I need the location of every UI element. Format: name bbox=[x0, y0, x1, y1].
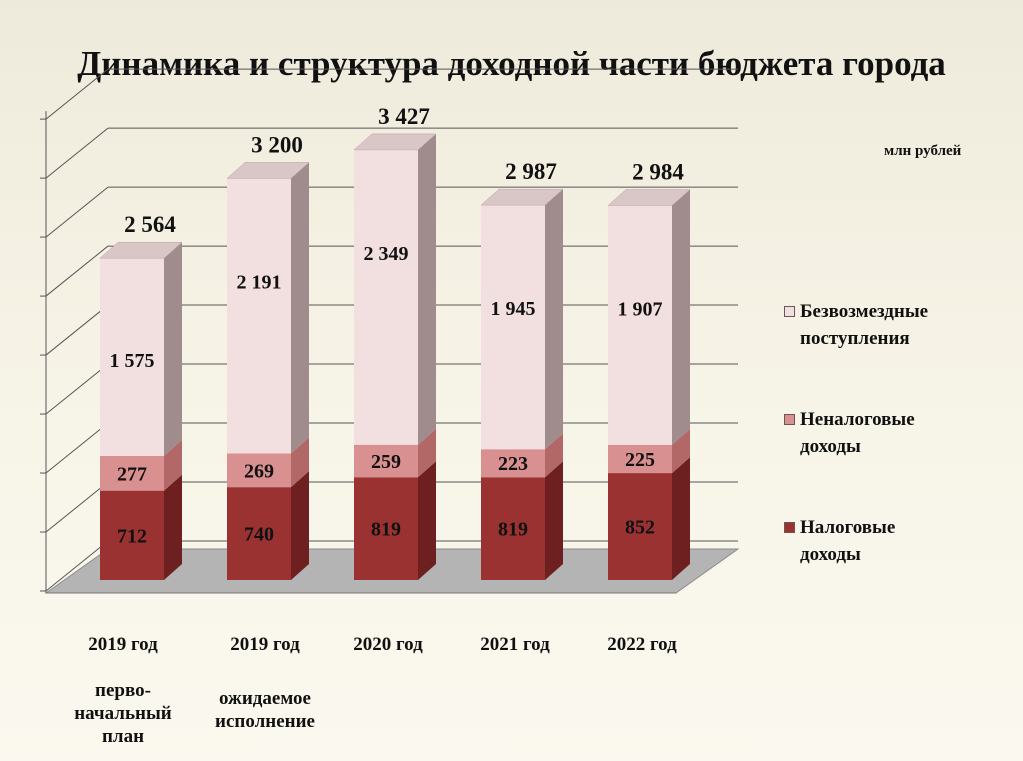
bar-segment-1-0 bbox=[100, 455, 164, 491]
bar-side-2-2 bbox=[418, 133, 436, 445]
data-label-1-4: 225 bbox=[625, 449, 655, 471]
bar-segment-2-2 bbox=[354, 149, 418, 445]
data-label-0-2: 819 bbox=[371, 519, 401, 541]
gridline-side bbox=[45, 540, 109, 592]
data-label-1-3: 223 bbox=[498, 453, 528, 475]
bar-side-1-4 bbox=[672, 428, 690, 474]
category-sub-0: перво- начальный план bbox=[74, 680, 172, 747]
total-label-2: 3 427 bbox=[378, 104, 430, 129]
category-label-0: 2019 год перво- начальный план bbox=[48, 610, 198, 748]
bar-side-0-3 bbox=[545, 461, 563, 580]
legend-label-transfers: Безвозмездные поступления bbox=[800, 301, 929, 349]
category-year-1: 2019 год bbox=[230, 634, 300, 655]
category-label-2: 2020 год bbox=[313, 610, 463, 656]
category-year-3: 2021 год bbox=[480, 634, 550, 655]
bar-segment-0-4 bbox=[608, 473, 672, 580]
bar-segment-0-1 bbox=[227, 487, 291, 580]
gridline-side bbox=[45, 127, 109, 179]
data-label-0-1: 740 bbox=[244, 524, 274, 546]
data-label-1-0: 277 bbox=[117, 463, 147, 485]
gridline-side bbox=[45, 422, 109, 474]
total-label-0: 2 564 bbox=[124, 212, 176, 237]
legend-swatch-nontax bbox=[784, 414, 795, 425]
bar-segment-1-2 bbox=[354, 444, 418, 478]
bar-segment-2-1 bbox=[227, 178, 291, 454]
bar-top-1 bbox=[226, 162, 310, 179]
data-label-2-4: 1 907 bbox=[618, 299, 663, 321]
bar-top-3 bbox=[480, 188, 564, 206]
gridline-side bbox=[45, 186, 109, 238]
gridline-side bbox=[45, 304, 109, 356]
bar-segment-1-1 bbox=[227, 453, 291, 488]
legend-swatch-tax bbox=[784, 522, 795, 533]
bar-top-2 bbox=[353, 133, 437, 151]
chart-title: Динамика и структура доходной части бюдж… bbox=[77, 44, 946, 83]
legend-item-transfers: Безвозмездные поступления bbox=[784, 298, 1004, 352]
bar-top-0 bbox=[99, 241, 183, 259]
category-sub-1: ожидаемое исполнение bbox=[215, 688, 315, 732]
total-label-1: 3 200 bbox=[251, 132, 303, 157]
bar-side-1-3 bbox=[545, 433, 563, 478]
bar-side-1-0 bbox=[164, 439, 182, 491]
bar-side-0-2 bbox=[418, 461, 436, 580]
bar-side-2-0 bbox=[164, 242, 182, 456]
bar-segment-0-0 bbox=[100, 490, 164, 580]
total-label-3: 2 987 bbox=[505, 159, 557, 184]
gridline-side bbox=[45, 68, 109, 120]
units-label: млн рублей bbox=[884, 143, 962, 159]
bar-segment-0-3 bbox=[481, 477, 545, 580]
bar-side-1-2 bbox=[418, 428, 436, 478]
bar-segment-1-4 bbox=[608, 444, 672, 474]
category-year-2: 2020 год bbox=[353, 634, 423, 655]
gridline-side bbox=[45, 363, 109, 415]
data-label-0-0: 712 bbox=[117, 525, 147, 547]
legend-item-tax: Налоговые доходы bbox=[784, 514, 1004, 568]
total-label-4: 2 984 bbox=[632, 160, 684, 185]
gridline-side bbox=[45, 245, 109, 297]
legend-label-tax: Налоговые доходы bbox=[800, 517, 896, 565]
legend-swatch-transfers bbox=[784, 306, 795, 317]
bar-segment-2-4 bbox=[608, 205, 672, 445]
bar-segment-2-3 bbox=[481, 205, 545, 450]
bar-side-0-1 bbox=[291, 471, 309, 580]
category-year-0: 2019 год bbox=[88, 634, 158, 655]
bar-segment-1-3 bbox=[481, 449, 545, 478]
data-label-2-1: 2 191 bbox=[237, 271, 282, 293]
data-label-2-3: 1 945 bbox=[491, 298, 536, 320]
legend-item-nontax: Неналоговые доходы bbox=[784, 406, 1004, 460]
category-label-3: 2021 год bbox=[440, 610, 590, 656]
bar-top-4 bbox=[607, 189, 691, 206]
data-label-1-2: 259 bbox=[371, 451, 401, 473]
bar-segment-2-0 bbox=[100, 258, 164, 456]
legend-label-nontax: Неналоговые доходы bbox=[800, 409, 915, 457]
bar-side-0-0 bbox=[164, 474, 182, 580]
data-label-0-4: 852 bbox=[625, 517, 655, 539]
bar-side-1-1 bbox=[291, 437, 309, 488]
data-label-2-2: 2 349 bbox=[364, 243, 409, 265]
category-year-4: 2022 год bbox=[607, 634, 677, 655]
gridline-side bbox=[45, 481, 109, 533]
data-label-0-3: 819 bbox=[498, 519, 528, 541]
bar-side-2-1 bbox=[291, 162, 309, 454]
category-label-4: 2022 год bbox=[567, 610, 717, 656]
category-label-1: 2019 год ожидаемое исполнение bbox=[190, 610, 340, 733]
bar-segment-0-2 bbox=[354, 477, 418, 580]
bar-side-2-4 bbox=[672, 189, 690, 445]
bar-side-2-3 bbox=[545, 189, 563, 450]
data-label-2-0: 1 575 bbox=[110, 350, 155, 372]
bar-side-0-4 bbox=[672, 457, 690, 580]
data-label-1-1: 269 bbox=[244, 460, 274, 482]
